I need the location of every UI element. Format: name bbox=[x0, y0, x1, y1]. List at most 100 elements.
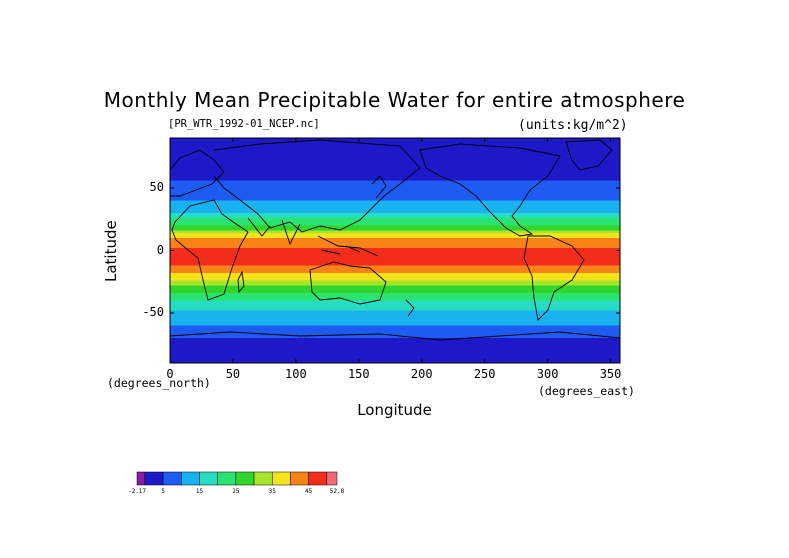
heatmap-band bbox=[170, 158, 620, 162]
heatmap-band bbox=[170, 298, 620, 302]
heatmap-band bbox=[170, 235, 620, 239]
heatmap-band bbox=[170, 255, 620, 259]
colorbar-tick-label: 52.8 bbox=[329, 488, 345, 495]
heatmap-band bbox=[170, 163, 620, 167]
heatmap-band bbox=[170, 320, 620, 324]
heatmap-band bbox=[170, 285, 620, 289]
heatmap-band bbox=[170, 300, 620, 304]
heatmap-band bbox=[170, 293, 620, 297]
chart-title: Monthly Mean Precipitable Water for enti… bbox=[103, 88, 686, 112]
colorbar-swatch bbox=[326, 471, 338, 486]
heatmap-band bbox=[170, 190, 620, 194]
heatmap-band bbox=[170, 223, 620, 227]
colorbar-swatch bbox=[162, 471, 182, 486]
heatmap-band bbox=[170, 275, 620, 279]
heatmap-band bbox=[170, 150, 620, 154]
heatmap-band bbox=[170, 265, 620, 269]
heatmap-band bbox=[170, 328, 620, 332]
colorbar-tick-label: 15 bbox=[195, 488, 204, 495]
y-axis-units: (degrees_north) bbox=[107, 376, 211, 390]
heatmap-band bbox=[170, 330, 620, 334]
heatmap-band bbox=[170, 178, 620, 182]
x-tick-label: 250 bbox=[473, 367, 496, 381]
heatmap-band bbox=[170, 343, 620, 347]
y-tick-label: -50 bbox=[142, 305, 164, 319]
heatmap-band bbox=[170, 165, 620, 169]
x-axis-label: Longitude bbox=[357, 401, 432, 419]
heatmap-band bbox=[170, 238, 620, 242]
heatmap-band bbox=[170, 288, 620, 292]
heatmap-band bbox=[170, 268, 620, 272]
heatmap-band bbox=[170, 145, 620, 149]
colorbar-swatch bbox=[308, 471, 328, 486]
heatmap-band bbox=[170, 175, 620, 179]
heatmap-band bbox=[170, 155, 620, 159]
colorbar-swatch bbox=[217, 471, 237, 486]
colorbar-tick-label: 45 bbox=[304, 488, 313, 495]
x-tick-label: 350 bbox=[599, 367, 622, 381]
colorbar-swatch bbox=[136, 471, 146, 486]
heatmap-band bbox=[170, 138, 620, 142]
heatmap-band bbox=[170, 318, 620, 322]
colorbar-tick-label: -2.17 bbox=[127, 488, 147, 495]
colorbar-swatch bbox=[181, 471, 200, 486]
heatmap-band bbox=[170, 213, 620, 217]
colorbar bbox=[136, 471, 338, 486]
heatmap-band bbox=[170, 210, 620, 214]
heatmap-band bbox=[170, 153, 620, 157]
heatmap-band bbox=[170, 208, 620, 212]
heatmap-band bbox=[170, 305, 620, 309]
x-tick-label: 300 bbox=[536, 367, 559, 381]
dataset-filename: [PR_WTR_1992-01_NCEP.nc] bbox=[168, 118, 320, 130]
heatmap-band bbox=[170, 193, 620, 197]
heatmap-band bbox=[170, 338, 620, 342]
heatmap-band bbox=[170, 180, 620, 184]
colorbar-swatch bbox=[271, 471, 291, 486]
heatmap-band bbox=[170, 313, 620, 317]
heatmap-band bbox=[170, 228, 620, 232]
heatmap-band bbox=[170, 148, 620, 152]
heatmap-band bbox=[170, 205, 620, 209]
x-tick-label: 100 bbox=[285, 367, 307, 381]
heatmap-band bbox=[170, 215, 620, 219]
heatmap-band bbox=[170, 283, 620, 287]
x-tick-label: 0 bbox=[166, 367, 174, 381]
y-axis-label: Latitude bbox=[102, 220, 120, 282]
colorbar-tick-label: 35 bbox=[268, 488, 276, 495]
heatmap-band bbox=[170, 258, 620, 262]
colorbar-tick-label: 5 bbox=[161, 488, 165, 495]
field-bands bbox=[170, 138, 620, 363]
heatmap-band bbox=[170, 273, 620, 277]
heatmap-band bbox=[170, 240, 620, 244]
heatmap-band bbox=[170, 333, 620, 337]
heatmap-band bbox=[170, 200, 620, 204]
heatmap-band bbox=[170, 355, 620, 359]
heatmap-band bbox=[170, 248, 620, 252]
heatmap-band bbox=[170, 170, 620, 174]
heatmap-band bbox=[170, 218, 620, 222]
y-axis-ticks bbox=[170, 187, 620, 314]
heatmap-band bbox=[170, 260, 620, 264]
heatmap-band bbox=[170, 188, 620, 192]
heatmap-band bbox=[170, 278, 620, 282]
heatmap-band bbox=[170, 360, 620, 363]
heatmap-band bbox=[170, 353, 620, 357]
heatmap-band bbox=[170, 270, 620, 274]
colorbar-swatch bbox=[290, 471, 309, 486]
x-axis-units: (degrees_east) bbox=[538, 384, 635, 398]
heatmap-band bbox=[170, 310, 620, 314]
colorbar-swatch bbox=[235, 471, 255, 486]
heatmap-band bbox=[170, 173, 620, 177]
x-tick-label: 150 bbox=[347, 367, 370, 381]
heatmap-band bbox=[170, 325, 620, 329]
heatmap-band bbox=[170, 250, 620, 254]
heatmap-band bbox=[170, 253, 620, 257]
heatmap-band bbox=[170, 315, 620, 319]
y-tick-label: 0 bbox=[156, 242, 164, 257]
heatmap-band bbox=[170, 323, 620, 327]
heatmap-band bbox=[170, 143, 620, 147]
colorbar-swatch bbox=[199, 471, 218, 486]
colorbar-swatch bbox=[144, 471, 164, 486]
heatmap-band bbox=[170, 195, 620, 199]
